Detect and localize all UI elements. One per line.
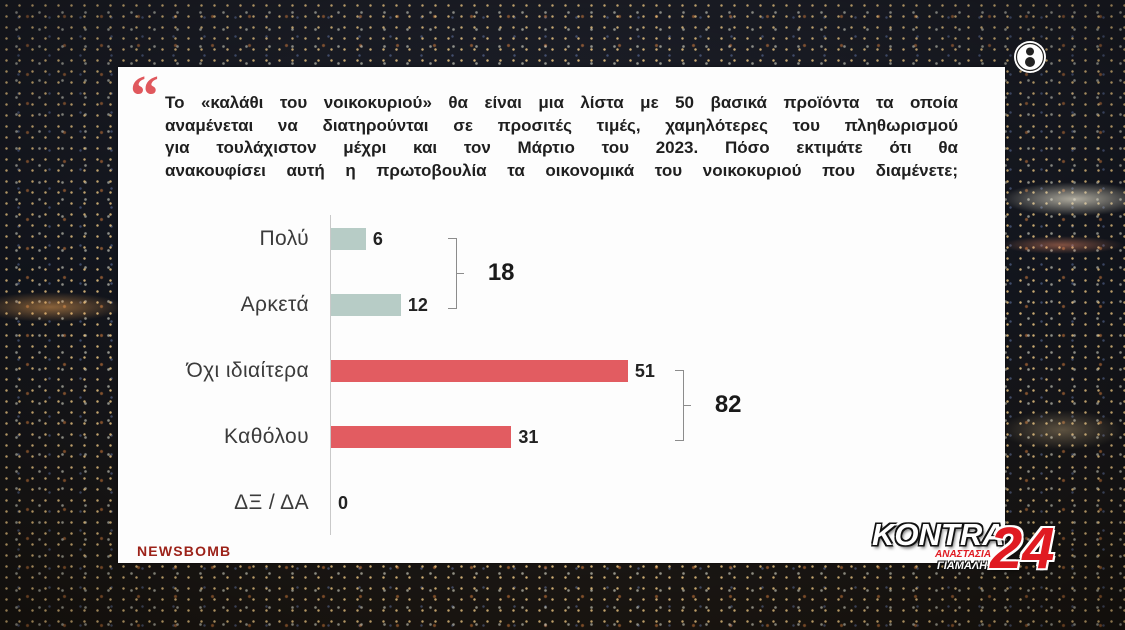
quote-mark-icon: “ bbox=[130, 63, 159, 128]
group-bracket-2 bbox=[674, 370, 684, 441]
category-axis-line bbox=[330, 215, 331, 535]
question-line-4: ανακουφίσει αυτή η πρωτοβουλία τα οικονο… bbox=[165, 160, 958, 180]
value-label-2: 12 bbox=[407, 295, 428, 315]
value-label-4: 31 bbox=[518, 427, 539, 447]
question-line-3: για τουλάχιστον μέχρι και τον Μάρτιο του… bbox=[165, 138, 958, 157]
category-label-5: ΔΞ / ΔΑ bbox=[234, 491, 309, 514]
group-total-1: 18 bbox=[487, 259, 515, 286]
bar-4 bbox=[331, 426, 512, 448]
show-logo-name: KONTRA bbox=[872, 517, 1005, 552]
poll-question: Το «καλάθι του νοικοκυριού» θα είναι μια… bbox=[165, 92, 958, 182]
show-logo-host-last-name: ΓΙΑΜΑΛΗ bbox=[937, 560, 988, 572]
value-label-1: 6 bbox=[372, 229, 383, 249]
value-label-5: 0 bbox=[338, 493, 349, 513]
bar-1 bbox=[331, 228, 366, 250]
group-total-2: 82 bbox=[714, 391, 742, 418]
show-logo-number: 24 bbox=[990, 516, 1055, 581]
category-label-2: Αρκετά bbox=[240, 293, 309, 316]
question-line-1: Το «καλάθι του νοικοκυριού» θα είναι μια… bbox=[165, 93, 958, 112]
poll-card: “ Το «καλάθι του νοικοκυριού» θα είναι μ… bbox=[118, 67, 1005, 563]
newsbomb-logo: NEWSBOMB bbox=[137, 543, 232, 559]
show-logo-host-first-name: ΑΝΑΣΤΑΣΙΑ bbox=[935, 549, 992, 560]
value-label-3: 51 bbox=[634, 361, 655, 381]
category-label-1: Πολύ bbox=[259, 227, 309, 250]
category-label-3: Όχι ιδιαίτερα bbox=[186, 359, 309, 382]
bar-chart: Πολύ 6 Αρκετά 12 Όχι ιδιαίτερα 51 Καθόλου 31 ΔΞ … bbox=[118, 67, 1005, 563]
group-bracket-1 bbox=[447, 238, 457, 309]
bar-2 bbox=[331, 294, 401, 316]
category-label-4: Καθόλου bbox=[224, 425, 309, 448]
group-bracket-tick-1 bbox=[456, 273, 464, 274]
channel-logo-icon bbox=[1014, 41, 1046, 73]
group-bracket-tick-2 bbox=[683, 405, 691, 406]
bar-3 bbox=[331, 360, 628, 382]
kontra24-logo: KONTRA ΑΝΑΣΤΑΣΙΑ ΓΙΑΜΑΛΗ 24 bbox=[862, 516, 1072, 578]
question-line-2: αναμένεται να διατηρούνται σε προσιτές τ… bbox=[165, 115, 958, 135]
